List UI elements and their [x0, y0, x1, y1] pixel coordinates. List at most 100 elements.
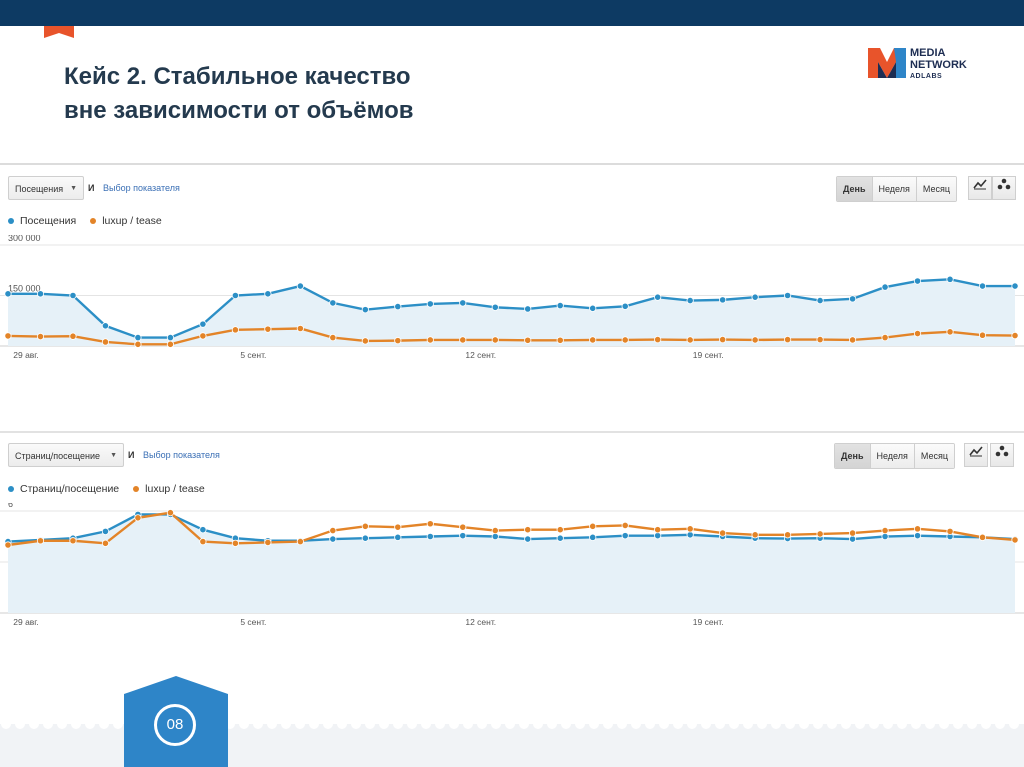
data-point[interactable]: [686, 336, 694, 344]
data-point[interactable]: [134, 514, 142, 522]
metric-dropdown[interactable]: Посещения ▼: [8, 176, 84, 200]
data-point[interactable]: [491, 532, 499, 541]
day-button[interactable]: День: [835, 444, 870, 468]
data-point[interactable]: [166, 340, 175, 348]
data-point[interactable]: [4, 541, 12, 549]
data-point[interactable]: [264, 325, 272, 333]
data-point[interactable]: [199, 332, 207, 340]
data-point[interactable]: [751, 531, 759, 539]
data-point[interactable]: [978, 533, 987, 541]
data-point[interactable]: [719, 296, 727, 304]
data-point[interactable]: [361, 337, 369, 345]
data-point[interactable]: [4, 290, 12, 298]
data-point[interactable]: [199, 537, 207, 546]
data-point[interactable]: [426, 520, 434, 528]
data-point[interactable]: [621, 336, 629, 344]
data-point[interactable]: [881, 532, 889, 541]
data-point[interactable]: [1011, 331, 1019, 340]
data-point[interactable]: [296, 537, 304, 546]
data-point[interactable]: [848, 529, 857, 537]
data-point[interactable]: [784, 291, 792, 300]
data-point[interactable]: [491, 526, 499, 535]
select-metric-link[interactable]: Выбор показателя: [103, 183, 180, 193]
data-point[interactable]: [361, 534, 369, 542]
line-chart-icon[interactable]: [968, 176, 992, 200]
motion-chart-icon[interactable]: [992, 176, 1016, 200]
data-point[interactable]: [816, 336, 824, 344]
data-point[interactable]: [913, 532, 922, 540]
data-point[interactable]: [654, 293, 662, 301]
data-point[interactable]: [101, 527, 110, 535]
data-point[interactable]: [946, 328, 954, 336]
data-point[interactable]: [913, 277, 922, 285]
data-point[interactable]: [881, 333, 889, 342]
data-point[interactable]: [459, 523, 467, 531]
data-point[interactable]: [881, 283, 889, 291]
data-point[interactable]: [686, 531, 694, 539]
line-chart-icon[interactable]: [964, 443, 988, 467]
data-point[interactable]: [134, 333, 142, 342]
data-point[interactable]: [556, 336, 564, 344]
data-point[interactable]: [913, 525, 922, 533]
data-point[interactable]: [719, 529, 727, 537]
data-point[interactable]: [556, 534, 564, 542]
data-point[interactable]: [459, 336, 467, 344]
data-point[interactable]: [4, 332, 12, 340]
data-point[interactable]: [784, 336, 792, 344]
select-metric-link[interactable]: Выбор показателя: [143, 450, 220, 460]
data-point[interactable]: [426, 532, 434, 541]
data-point[interactable]: [524, 535, 532, 543]
data-point[interactable]: [491, 336, 499, 344]
data-point[interactable]: [329, 333, 337, 342]
data-point[interactable]: [231, 291, 239, 300]
data-point[interactable]: [36, 290, 45, 298]
data-point[interactable]: [913, 329, 922, 338]
data-point[interactable]: [946, 275, 954, 283]
data-point[interactable]: [459, 532, 467, 540]
data-point[interactable]: [1011, 282, 1019, 290]
data-point[interactable]: [654, 532, 662, 540]
data-point[interactable]: [621, 302, 629, 310]
data-point[interactable]: [686, 525, 694, 533]
month-button[interactable]: Месяц: [915, 177, 957, 201]
data-point[interactable]: [491, 303, 499, 311]
data-point[interactable]: [36, 332, 45, 341]
data-point[interactable]: [589, 304, 597, 312]
data-point[interactable]: [296, 282, 304, 290]
data-point[interactable]: [816, 296, 824, 305]
data-point[interactable]: [848, 295, 857, 303]
data-point[interactable]: [361, 522, 369, 530]
data-point[interactable]: [589, 533, 597, 541]
month-button[interactable]: Месяц: [913, 444, 955, 468]
data-point[interactable]: [784, 531, 792, 539]
data-point[interactable]: [101, 322, 110, 330]
data-point[interactable]: [654, 336, 662, 344]
day-button[interactable]: День: [837, 177, 872, 201]
data-point[interactable]: [199, 320, 207, 328]
data-point[interactable]: [199, 526, 207, 534]
data-point[interactable]: [978, 331, 987, 339]
data-point[interactable]: [231, 326, 239, 334]
data-point[interactable]: [426, 336, 434, 344]
data-point[interactable]: [556, 526, 564, 534]
data-point[interactable]: [1011, 536, 1019, 544]
data-point[interactable]: [686, 296, 694, 305]
data-point[interactable]: [426, 300, 434, 308]
data-point[interactable]: [69, 332, 77, 340]
data-point[interactable]: [36, 537, 45, 545]
data-point[interactable]: [459, 299, 467, 307]
data-point[interactable]: [166, 333, 175, 342]
data-point[interactable]: [589, 336, 597, 344]
data-point[interactable]: [361, 306, 369, 314]
data-point[interactable]: [978, 282, 987, 290]
data-point[interactable]: [848, 336, 857, 344]
data-point[interactable]: [264, 290, 272, 298]
data-point[interactable]: [654, 526, 662, 534]
data-point[interactable]: [394, 337, 402, 345]
data-point[interactable]: [101, 539, 110, 547]
data-point[interactable]: [946, 527, 954, 535]
data-point[interactable]: [621, 532, 629, 540]
data-point[interactable]: [848, 535, 857, 543]
data-point[interactable]: [524, 526, 532, 534]
week-button[interactable]: Неделя: [869, 444, 914, 468]
